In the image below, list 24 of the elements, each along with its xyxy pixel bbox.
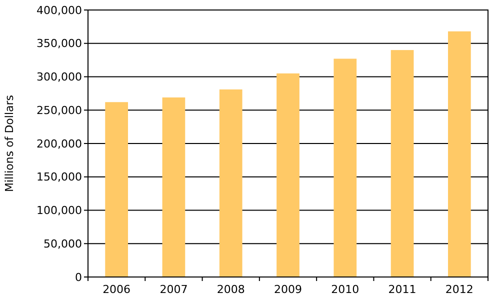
bar (219, 89, 242, 277)
bar (162, 97, 186, 277)
bar (276, 73, 300, 277)
y-tick-label: 100,000 (36, 204, 82, 218)
x-tick-label: 2008 (216, 283, 245, 296)
x-tick-label: 2006 (102, 283, 131, 296)
y-tick-label: 0 (75, 270, 82, 284)
x-tick-label: 2012 (445, 283, 474, 296)
x-tick-label: 2009 (274, 283, 302, 296)
bar (105, 102, 128, 277)
x-tick-label: 2011 (388, 283, 416, 296)
bar (390, 50, 414, 277)
x-tick-label: 2010 (331, 283, 360, 296)
y-tick-label: 350,000 (36, 37, 82, 50)
y-tick-label: 200,000 (36, 137, 82, 150)
y-tick-label: 300,000 (36, 70, 82, 84)
y-tick-label: 150,000 (36, 170, 82, 184)
x-tick-label: 2007 (160, 283, 188, 296)
y-tick-label: 400,000 (36, 4, 82, 17)
bar (334, 58, 357, 277)
y-tick-label: 250,000 (36, 104, 82, 117)
y-tick-label: 50,000 (44, 237, 82, 250)
bar (448, 31, 471, 277)
y-axis-title: Millions of Dollars (3, 94, 16, 192)
